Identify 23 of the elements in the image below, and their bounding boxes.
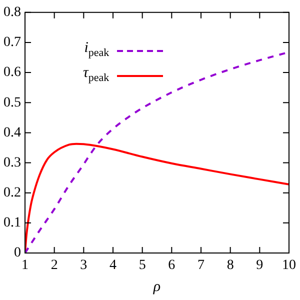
x-tick-label: 5 [138,258,146,274]
y-tick-label: 0.5 [4,95,21,110]
legend-label: i$_{peak}$ [84,40,110,60]
x-tick-label: 8 [226,258,234,274]
x-tick-label: 7 [198,258,204,274]
x-tick-label: 3 [80,258,88,274]
y-tick-label: 0.8 [4,5,21,20]
x-tick-label: 6 [168,258,176,274]
y-tick-label: 0 [14,246,21,261]
x-axis-title: ρ [152,278,161,295]
y-tick-label: 0.4 [4,125,21,140]
x-tick-label: 4 [110,258,116,274]
y-tick-label: 0.1 [4,216,21,231]
x-tick-label: 9 [256,258,264,274]
y-tick-label: 0.3 [4,155,21,170]
x-tick-label: 2 [50,258,58,274]
legend-label: τ$_{peak}$ [83,65,110,84]
x-tick-label: 10 [282,258,296,274]
line-series [25,142,289,253]
x-tick-label: 1 [22,258,28,274]
y-tick-label: 0.2 [4,186,21,201]
y-tick-label: 0.6 [4,65,21,80]
y-tick-label: 0.7 [4,35,21,50]
